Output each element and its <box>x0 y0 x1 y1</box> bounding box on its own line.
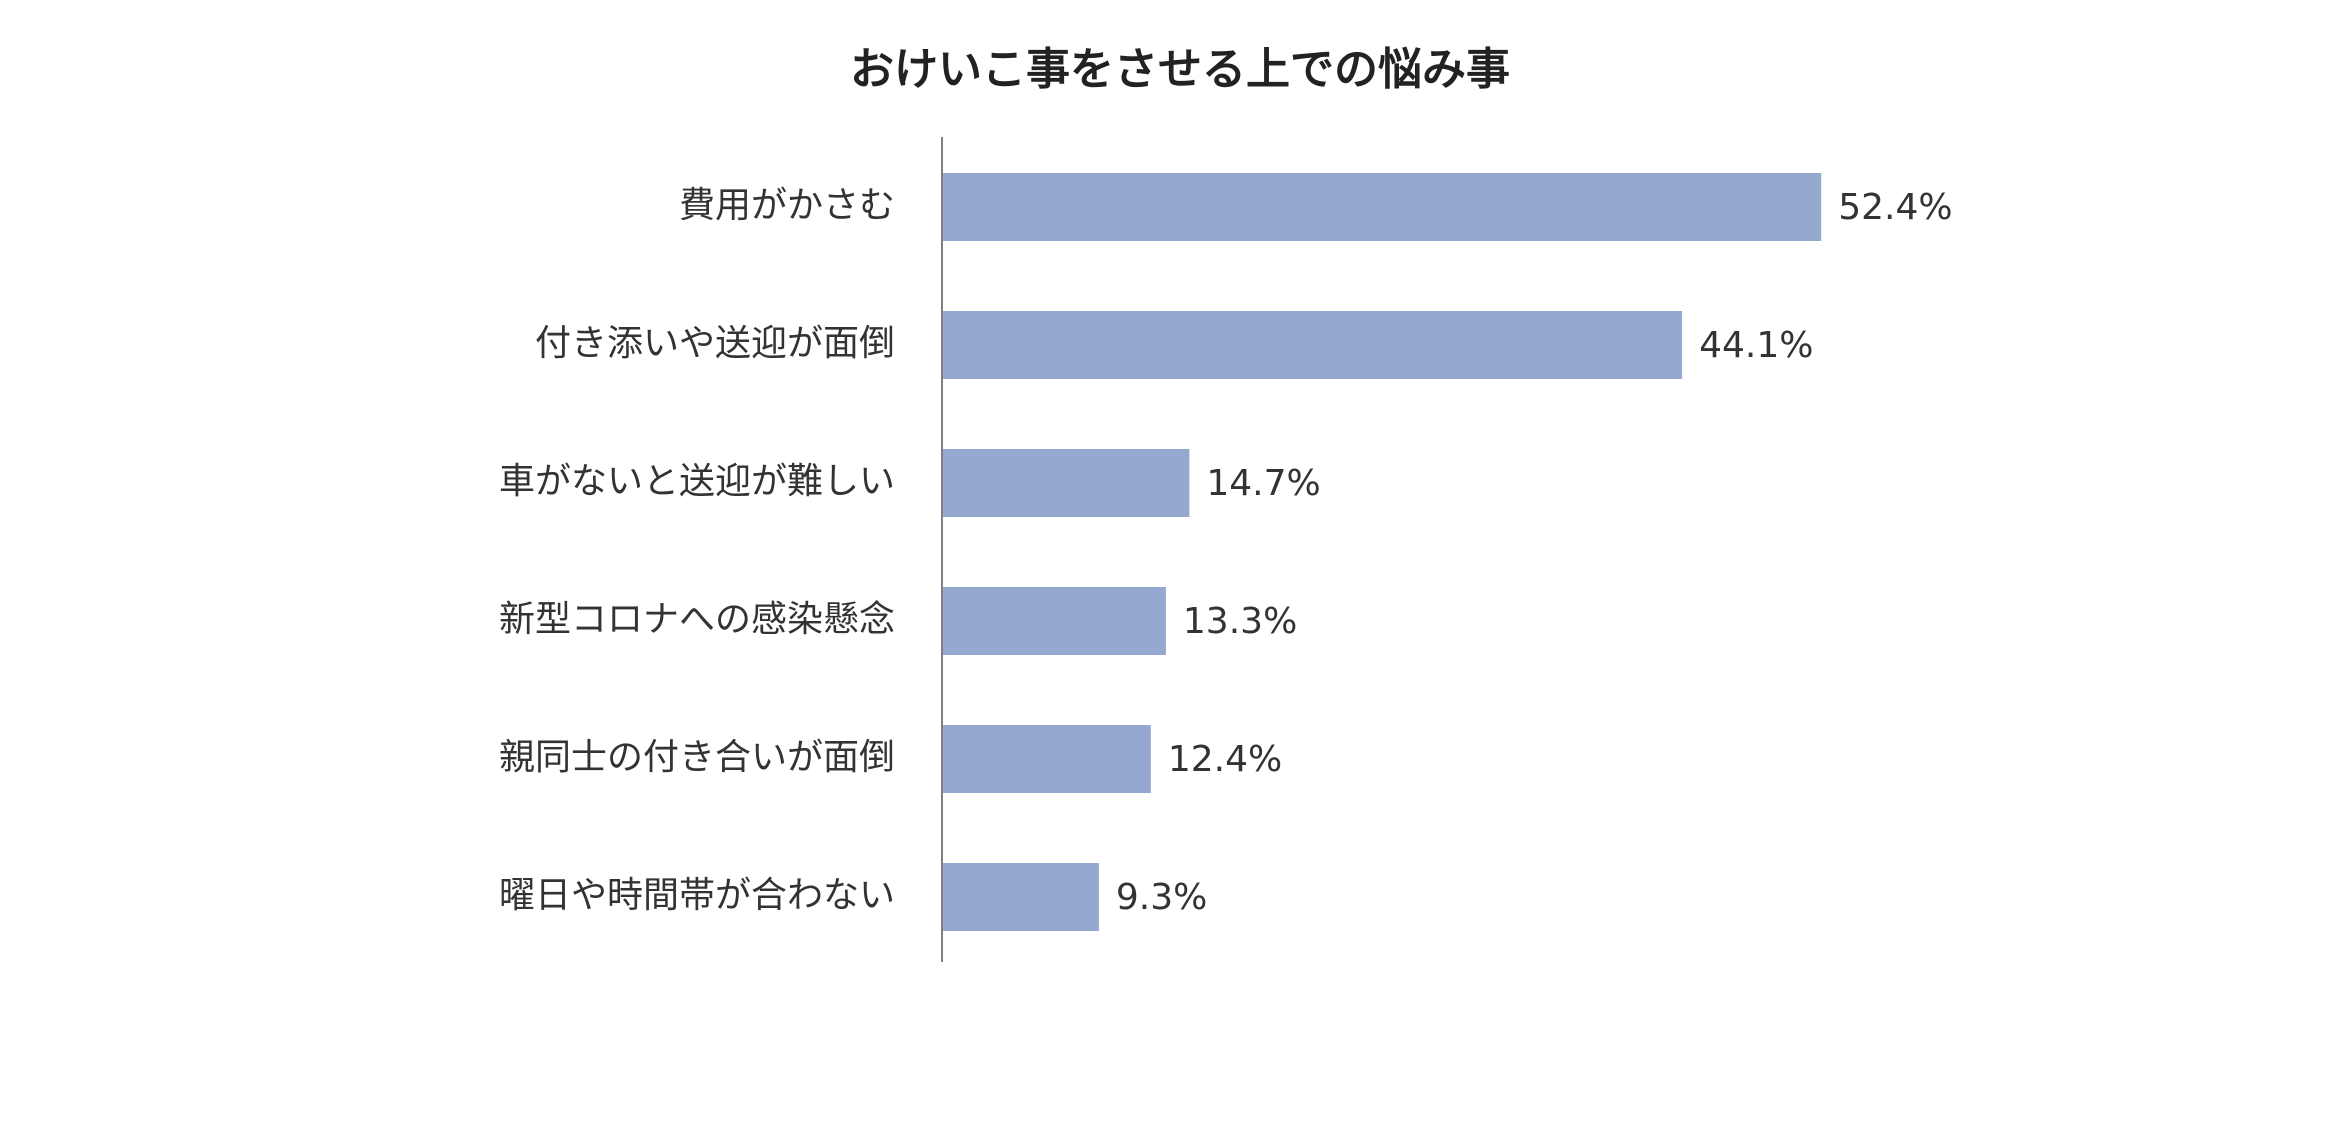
bar <box>943 587 1166 655</box>
category-label: 付き添いや送迎が面倒 <box>535 323 895 364</box>
category-label: 曜日や時間帯が合わない <box>499 875 895 916</box>
value-label: 52.4% <box>1838 187 1952 228</box>
value-labels-group: 52.4% 44.1% 14.7% 13.3% 12.4% 9.3% <box>1116 187 1953 918</box>
chart-title: おけいこ事をさせる上での悩み事 <box>850 44 1510 95</box>
category-label: 新型コロナへの感染懸念 <box>499 599 895 640</box>
value-label: 12.4% <box>1168 739 1282 780</box>
bar <box>943 173 1822 241</box>
category-label: 費用がかさむ <box>679 185 895 226</box>
value-label: 13.3% <box>1183 601 1297 642</box>
category-labels-group: 費用がかさむ付き添いや送迎が面倒車がないと送迎が難しい新型コロナへの感染懸念親同… <box>499 185 895 916</box>
value-label: 14.7% <box>1206 463 1320 504</box>
bar <box>943 311 1683 379</box>
category-label: 車がないと送迎が難しい <box>499 461 895 502</box>
value-label: 9.3% <box>1116 877 1207 918</box>
bar <box>943 725 1151 793</box>
bars-group <box>943 173 1822 931</box>
category-label: 親同士の付き合いが面倒 <box>499 737 895 778</box>
bar <box>943 863 1099 931</box>
bar <box>943 449 1190 517</box>
value-label: 44.1% <box>1699 325 1813 366</box>
